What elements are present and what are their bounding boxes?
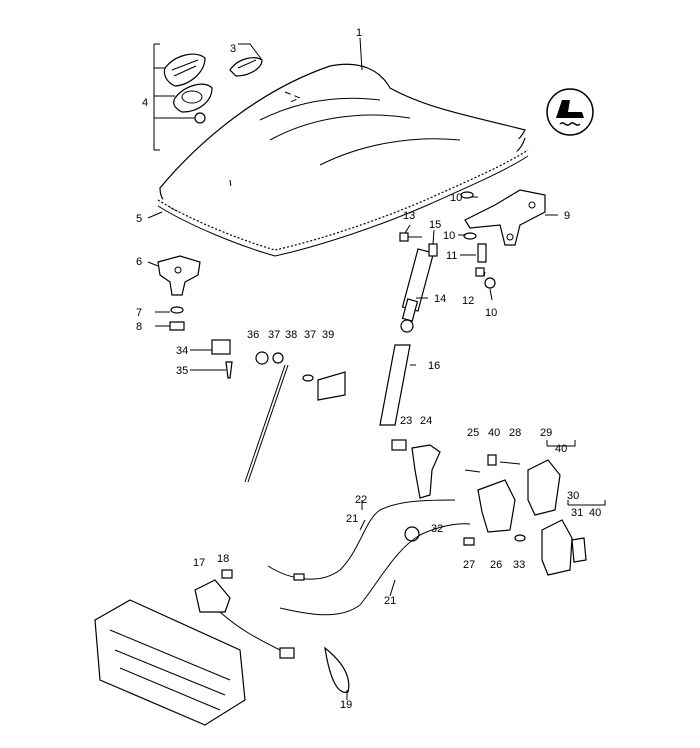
striker-hardware (169, 306, 185, 331)
label-37b: 37 (304, 329, 316, 341)
release-handle (194, 569, 350, 693)
leader-lines (147, 37, 606, 700)
label-25: 25 (467, 427, 479, 439)
label-10b: 10 (443, 230, 455, 242)
label-36: 36 (247, 329, 259, 341)
label-2: 2 (0, 0, 6, 3)
label-1: 1 (356, 27, 362, 39)
label-32: 32 (431, 523, 443, 535)
label-17: 17 (193, 557, 205, 569)
label-5: 5 (136, 213, 142, 225)
label-18: 18 (217, 553, 229, 565)
label-19: 19 (340, 699, 352, 711)
label-38: 38 (285, 329, 297, 341)
emblem-nut (194, 112, 206, 124)
label-10a: 10 (450, 192, 462, 204)
hood-seal (157, 149, 529, 257)
seat-with-heating-icon (546, 88, 594, 136)
front-grille (94, 599, 246, 726)
label-30: 30 (567, 490, 579, 502)
label-31: 31 (571, 507, 583, 519)
label-40b: 40 (555, 443, 567, 455)
label-6: 6 (136, 256, 142, 268)
label-24: 24 (420, 415, 432, 427)
label-7: 7 (136, 307, 142, 319)
label-8: 8 (136, 321, 142, 333)
label-34: 34 (176, 345, 188, 357)
label-39: 39 (322, 329, 334, 341)
strut-clip (428, 243, 438, 257)
strut-sleeve (379, 344, 411, 426)
crest-emblem (163, 53, 206, 87)
label-35: 35 (176, 365, 188, 377)
label-27: 27 (463, 559, 475, 571)
label-21b: 21 (384, 595, 396, 607)
label-26: 26 (490, 559, 502, 571)
label-40a: 40 (488, 427, 500, 439)
lock-striker (157, 255, 201, 296)
label-28: 28 (509, 427, 521, 439)
label-10c: 10 (485, 307, 497, 319)
gas-strut (400, 248, 435, 333)
label-4: 4 (142, 97, 148, 109)
hood-buffer (211, 339, 233, 379)
washers-and-bolts (460, 191, 496, 289)
emblem-gasket (173, 83, 213, 113)
label-14: 14 (434, 293, 446, 305)
badge-trim (229, 57, 263, 77)
label-3: 3 (230, 43, 236, 55)
hood-lock-assembly (391, 439, 587, 576)
label-22: 22 (355, 494, 367, 506)
label-12: 12 (462, 295, 474, 307)
hood-hinge (464, 189, 546, 246)
label-11: 11 (446, 250, 457, 262)
label-29: 29 (540, 427, 552, 439)
label-9: 9 (564, 210, 570, 222)
label-23: 23 (400, 415, 412, 427)
label-16: 16 (428, 360, 440, 372)
release-cables (267, 499, 471, 616)
label-40c: 40 (589, 507, 601, 519)
label-37a: 37 (268, 329, 280, 341)
strut-bolt (399, 232, 422, 242)
label-33: 33 (513, 559, 525, 571)
label-21a: 21 (346, 513, 358, 525)
part-number-labels: 1 2 3 4 5 6 7 8 9 10 10 10 11 12 13 14 1… (0, 0, 601, 711)
prop-rod (244, 351, 346, 483)
label-15: 15 (429, 219, 441, 231)
label-13: 13 (403, 210, 415, 222)
